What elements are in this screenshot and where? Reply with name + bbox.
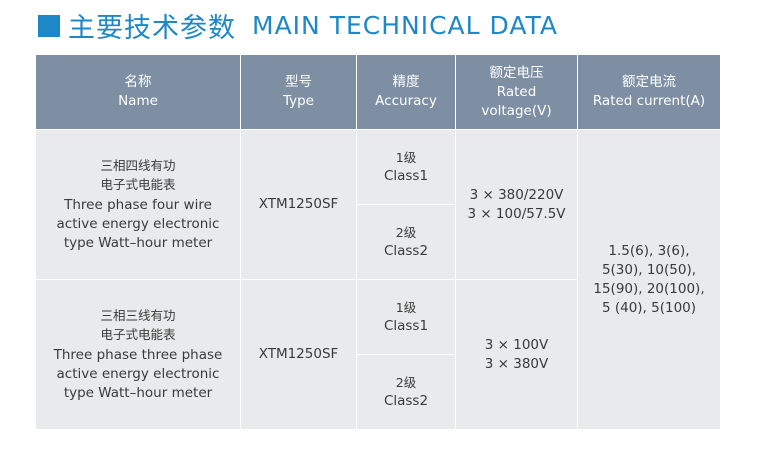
- accuracy-cell: 2级 Class2: [356, 204, 456, 280]
- header-type: 型号 Type: [240, 54, 357, 130]
- voltage-cell: 3 × 100V 3 × 380V: [455, 279, 578, 430]
- table-header-row: 名称 Name 型号 Type 精度 Accuracy 额定电压 Rated v…: [35, 54, 721, 130]
- section-heading: 主要技术参数 MAIN TECHNICAL DATA: [38, 6, 558, 45]
- technical-data-table: 名称 Name 型号 Type 精度 Accuracy 额定电压 Rated v…: [35, 54, 721, 430]
- current-cell: 1.5(6), 3(6), 5(30), 10(50), 15(90), 20(…: [577, 129, 721, 430]
- type-cell: XTM1250SF: [240, 129, 357, 280]
- table-row: 2级 Class2: [36, 204, 721, 280]
- accuracy-cell: 1级 Class1: [356, 129, 456, 205]
- name-cell: 三相四线有功 电子式电能表 Three phase four wire acti…: [35, 129, 241, 280]
- accuracy-cell: 1级 Class1: [356, 279, 456, 355]
- header-name: 名称 Name: [35, 54, 241, 130]
- name-cell: 三相三线有功 电子式电能表 Three phase three phase ac…: [35, 279, 241, 430]
- voltage-cell: 3 × 380/220V 3 × 100/57.5V: [455, 129, 578, 280]
- accuracy-cell: 2级 Class2: [356, 354, 456, 430]
- table-row: 2级 Class2: [36, 354, 721, 430]
- table-row: 三相三线有功 电子式电能表 Three phase three phase ac…: [35, 279, 721, 430]
- header-rated-voltage: 额定电压 Rated voltage(V): [455, 54, 578, 130]
- heading-en: MAIN TECHNICAL DATA: [252, 11, 558, 40]
- type-cell: XTM1250SF: [240, 279, 357, 430]
- header-accuracy: 精度 Accuracy: [356, 54, 456, 130]
- header-rated-current: 额定电流 Rated current(A): [577, 54, 721, 130]
- table-row: 三相四线有功 电子式电能表 Three phase four wire acti…: [35, 129, 721, 430]
- heading-square-icon: [38, 14, 60, 37]
- heading-zh: 主要技术参数: [68, 13, 236, 44]
